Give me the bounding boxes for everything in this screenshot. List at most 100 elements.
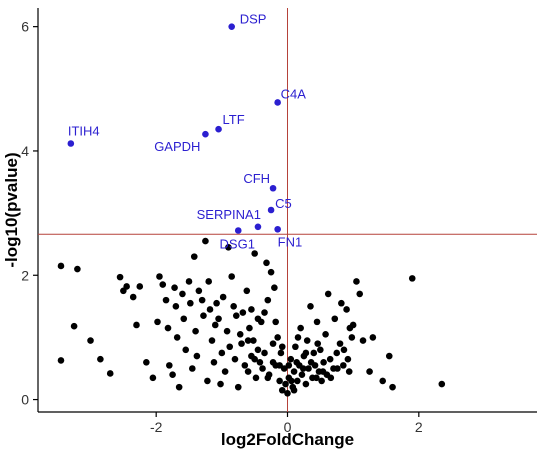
data-point [129, 293, 137, 301]
data-point [318, 377, 325, 385]
data-point [202, 237, 209, 245]
data-point [221, 368, 229, 375]
data-point [187, 299, 194, 307]
data-point [359, 337, 367, 344]
data-point [297, 324, 304, 332]
data-point [345, 368, 353, 375]
data-point [290, 368, 298, 375]
data-point [180, 315, 188, 323]
data-point [193, 352, 201, 360]
data-point [294, 377, 301, 385]
data-point [385, 352, 393, 360]
significant-point [267, 206, 275, 214]
data-point [57, 262, 65, 270]
significant-point [234, 227, 242, 234]
data-point [252, 374, 260, 382]
data-point [223, 327, 231, 335]
data-point [314, 340, 322, 347]
data-point [251, 250, 258, 257]
x-tick-label: -2 [150, 419, 163, 435]
data-point [343, 306, 350, 313]
data-points [57, 23, 446, 397]
data-point [188, 365, 196, 372]
data-point [302, 380, 310, 388]
gene-label-cfh: CFH [243, 171, 270, 186]
data-point [313, 318, 321, 326]
data-point [293, 358, 300, 366]
data-point [313, 374, 320, 382]
data-point [408, 275, 416, 282]
data-point [219, 293, 227, 301]
data-point [226, 343, 234, 351]
data-point [211, 321, 219, 329]
data-point [205, 278, 213, 285]
data-point [307, 303, 314, 310]
data-point [348, 334, 356, 341]
data-point [285, 362, 293, 369]
data-point [326, 355, 334, 363]
data-point [156, 273, 163, 280]
data-point [331, 315, 339, 323]
data-point [143, 358, 150, 366]
data-point [172, 303, 180, 310]
data-point [175, 383, 183, 391]
x-tick-label: 2 [415, 419, 423, 435]
data-point [264, 374, 272, 382]
data-point [166, 362, 173, 369]
data-point [278, 386, 286, 394]
data-point [340, 346, 348, 354]
gene-label-serpina1: SERPINA1 [197, 207, 261, 222]
significant-point [254, 223, 262, 231]
data-point [344, 355, 352, 363]
data-point [244, 337, 252, 344]
data-point [261, 349, 268, 357]
data-point [287, 355, 295, 363]
data-point [298, 371, 306, 379]
x-tick-label: 0 [284, 419, 292, 435]
data-point [336, 340, 344, 347]
data-point [248, 306, 255, 313]
data-point [340, 362, 347, 369]
data-point [276, 362, 283, 369]
data-point [208, 337, 216, 344]
data-point [232, 312, 240, 319]
data-point [230, 303, 237, 310]
data-point [366, 368, 373, 375]
significant-point [274, 99, 281, 106]
data-point [244, 368, 252, 375]
gene-label-c5: C5 [275, 196, 292, 211]
data-point [276, 377, 283, 385]
data-point [210, 358, 218, 366]
data-point [241, 362, 249, 369]
data-point [438, 380, 446, 388]
data-point [206, 306, 214, 313]
data-point [274, 334, 281, 341]
data-point [307, 358, 315, 366]
data-point [284, 390, 291, 397]
data-point [225, 243, 232, 251]
gene-label-dsg1: DSG1 [220, 237, 255, 252]
data-point [310, 349, 318, 357]
data-point [185, 278, 193, 285]
data-point [334, 365, 341, 372]
data-point [322, 331, 329, 338]
data-point [159, 281, 167, 288]
data-point [149, 374, 157, 382]
data-point [269, 340, 277, 347]
significant-point [269, 184, 277, 192]
data-point [200, 312, 207, 319]
data-point [267, 268, 275, 276]
y-axis-label: -log10(pvalue) [2, 152, 21, 267]
data-point [299, 365, 307, 372]
data-point [254, 315, 262, 323]
data-point [271, 284, 278, 291]
data-point [234, 383, 242, 391]
data-point [333, 349, 341, 357]
data-point [256, 358, 264, 366]
data-point [173, 334, 181, 341]
data-point [133, 321, 140, 329]
data-point [251, 355, 258, 363]
data-point [320, 358, 327, 366]
data-point [294, 334, 302, 341]
data-point [302, 349, 310, 357]
